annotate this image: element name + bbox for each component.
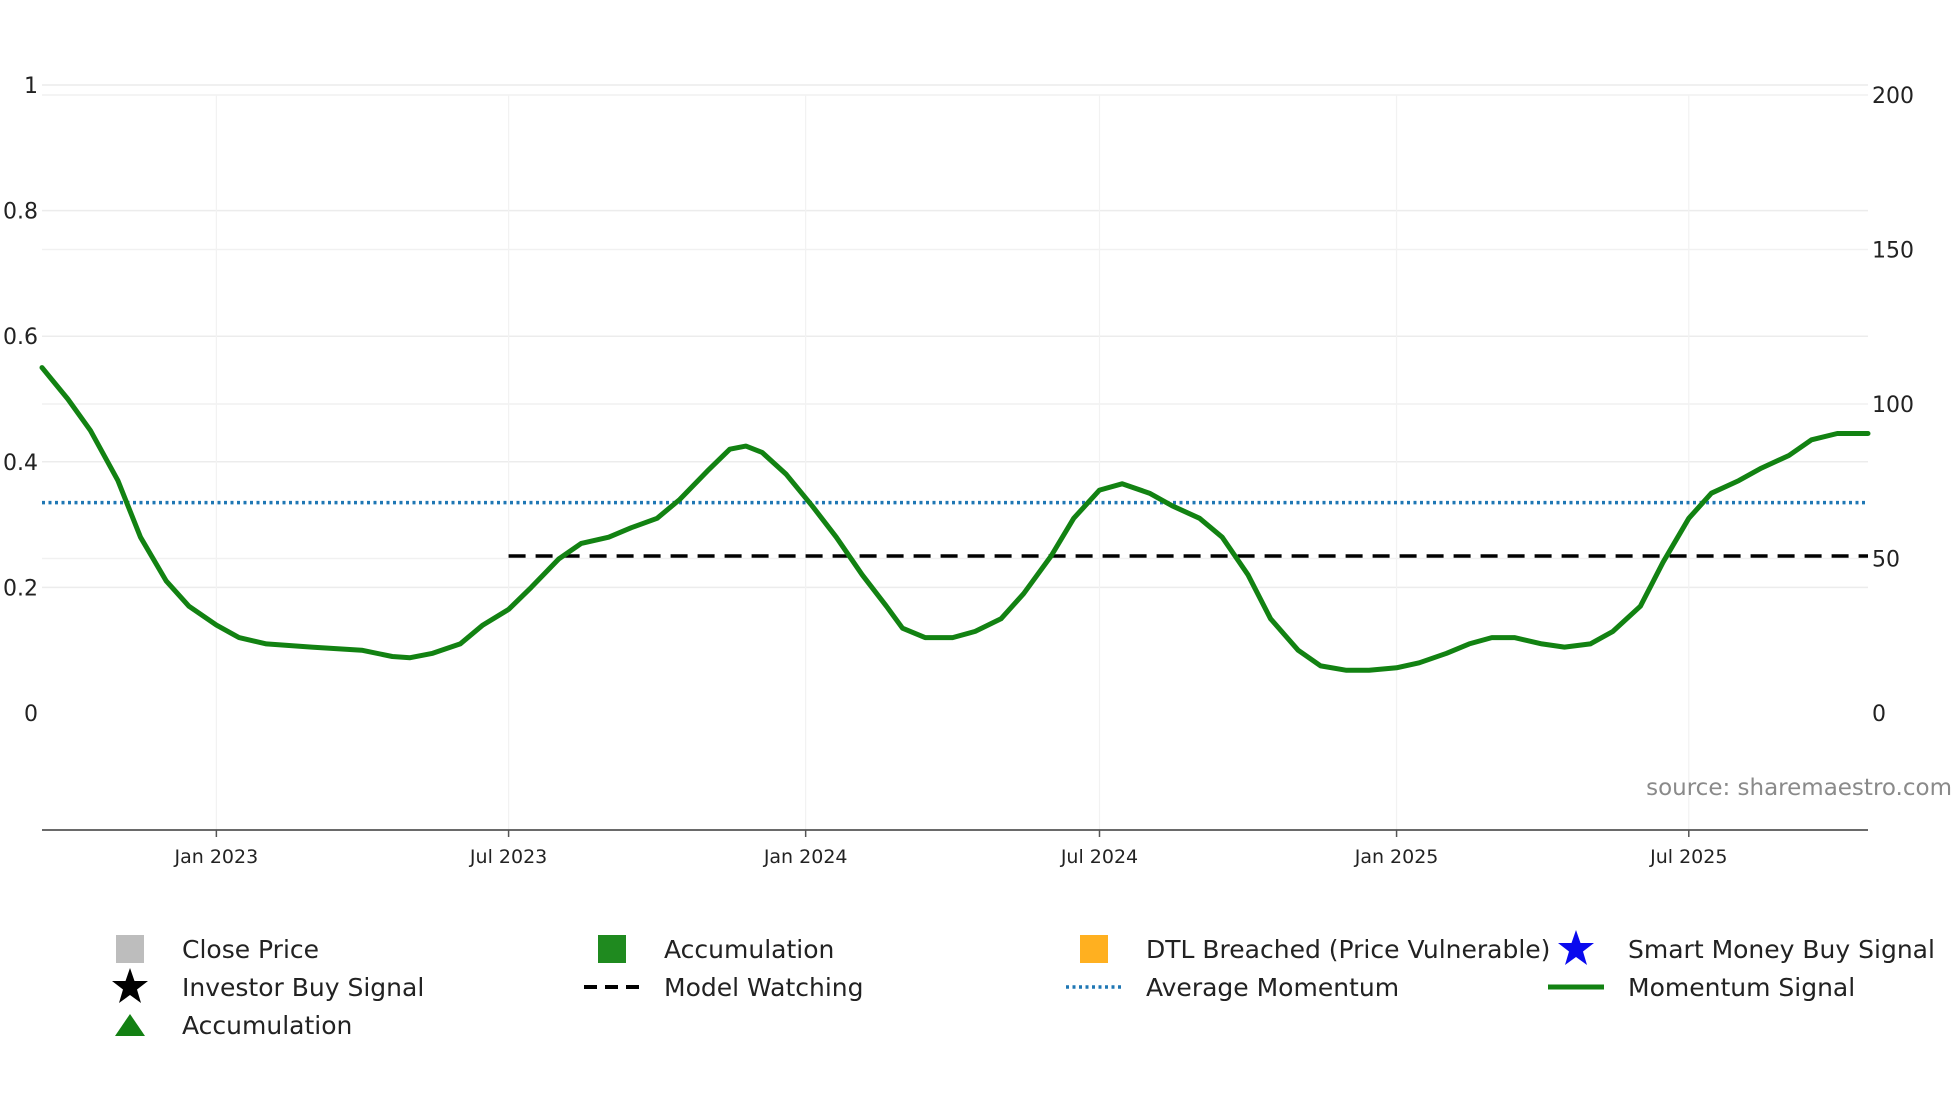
momentum-signal-line	[39, 365, 1871, 673]
x-tick-label: Jan 2024	[763, 846, 848, 868]
x-tick-label: Jan 2025	[1354, 846, 1439, 868]
y-right-tick-label: 100	[1872, 393, 1914, 418]
y-left-tick-label: 0.8	[3, 200, 38, 225]
source-label: source: sharemaestro.com	[1646, 775, 1952, 801]
y-left-tick-label: 1	[24, 74, 38, 99]
y-left-tick-label: 0.2	[3, 576, 38, 601]
y-right-tick-label: 0	[1872, 702, 1886, 727]
x-tick-label: Jan 2023	[174, 846, 259, 868]
y-right-tick-label: 200	[1872, 84, 1914, 109]
y-right-tick-label: 150	[1872, 239, 1914, 264]
y-left-tick-label: 0	[24, 702, 38, 727]
grid-lines	[42, 84, 1868, 830]
x-tick-label: Jul 2025	[1649, 846, 1727, 868]
y-right-tick-label: 50	[1872, 548, 1900, 573]
y-left-tick-label: 0.6	[3, 325, 38, 350]
y-left-tick-label: 0.4	[3, 451, 38, 476]
axes: 0 0.2 0.4 0.6 0.8 1 0 50 100 150 200 Jan 2023 Jul 20…	[3, 74, 1914, 868]
x-tick-label: Jul 2023	[469, 846, 547, 868]
series-lines	[39, 365, 1871, 673]
x-tick-label: Jul 2024	[1060, 846, 1138, 868]
